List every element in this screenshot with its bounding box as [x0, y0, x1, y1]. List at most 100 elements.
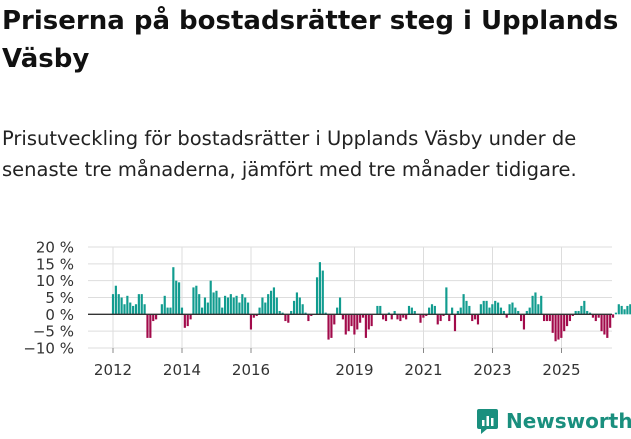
bar — [485, 300, 488, 315]
bar — [275, 297, 278, 315]
bar — [235, 295, 238, 315]
y-tick-label: 5 % — [45, 289, 74, 307]
bar — [149, 314, 152, 338]
bar — [146, 314, 149, 338]
bar — [195, 285, 198, 315]
bar — [218, 297, 221, 315]
bar — [511, 302, 514, 315]
bar — [451, 307, 454, 315]
bar — [588, 312, 592, 315]
bar — [531, 295, 534, 315]
bar — [425, 314, 428, 317]
bar — [267, 294, 270, 315]
x-tick-label: 2012 — [94, 361, 132, 379]
y-axis-labels: 20 %15 %10 %5 %0 %−5 %−10 % — [23, 239, 74, 358]
bar — [370, 314, 373, 327]
bar — [212, 292, 215, 315]
x-tick-label: 2014 — [163, 361, 201, 379]
bar — [298, 297, 301, 315]
bar — [315, 277, 319, 315]
x-tick-label: 2019 — [335, 361, 373, 379]
bar — [333, 314, 336, 325]
bar — [160, 304, 163, 315]
bar — [134, 304, 138, 315]
bar — [623, 309, 626, 315]
bar — [180, 307, 184, 315]
bar — [528, 307, 531, 315]
bar — [548, 314, 551, 322]
bar — [580, 305, 583, 315]
bar — [376, 305, 379, 315]
bar — [229, 294, 232, 315]
y-tick-label: −10 % — [23, 340, 74, 358]
bar — [545, 314, 549, 322]
bar — [525, 310, 528, 315]
bar — [169, 307, 172, 315]
bar — [287, 314, 290, 323]
bar — [126, 295, 129, 315]
bar — [591, 314, 595, 318]
x-tick-label: 2025 — [542, 361, 580, 379]
bar — [246, 302, 250, 315]
bar — [560, 314, 563, 338]
bar — [175, 280, 178, 315]
bar — [120, 297, 123, 315]
bar — [166, 307, 169, 315]
y-tick-label: 15 % — [36, 255, 74, 273]
bar — [399, 314, 402, 322]
bar — [502, 310, 505, 315]
bar — [430, 304, 434, 315]
bar — [163, 295, 166, 315]
bar — [137, 294, 140, 315]
bar — [382, 314, 385, 320]
bar — [402, 314, 405, 318]
bar — [203, 297, 207, 315]
bar — [206, 302, 209, 315]
bar — [462, 294, 465, 315]
bar — [140, 294, 143, 315]
bar — [258, 307, 261, 315]
bar — [442, 314, 445, 317]
newsworthy-brand: Newsworthy — [476, 406, 631, 436]
bar — [318, 262, 321, 315]
bar — [117, 294, 120, 315]
bar — [534, 292, 537, 315]
bar — [338, 297, 342, 315]
bar — [272, 287, 276, 315]
bar — [453, 314, 457, 332]
bar — [445, 287, 448, 315]
bar — [611, 314, 615, 318]
y-tick-label: −5 % — [33, 323, 74, 341]
y-tick-label: 0 % — [45, 306, 74, 324]
bar — [540, 295, 543, 315]
bar — [155, 314, 158, 320]
bar — [586, 310, 589, 315]
bar — [223, 295, 227, 315]
bar — [152, 314, 155, 322]
bar — [330, 314, 333, 338]
bar — [278, 310, 281, 315]
bar — [241, 294, 244, 315]
bar — [609, 314, 612, 328]
bar — [123, 304, 126, 315]
bar — [479, 304, 482, 315]
x-axis-labels: 2012 2014 2016 2019 2021 2023 2025 — [94, 348, 581, 379]
bar — [201, 307, 204, 315]
bar — [606, 314, 609, 338]
bar — [336, 307, 339, 315]
y-tick-label: 20 % — [36, 239, 74, 257]
bar — [497, 302, 500, 315]
bar — [459, 307, 462, 315]
bar — [232, 297, 235, 315]
bar — [551, 314, 554, 333]
bar — [614, 312, 618, 315]
bar-series — [111, 262, 631, 342]
bar — [264, 302, 267, 315]
bar — [494, 300, 497, 315]
bar — [292, 300, 296, 315]
bar — [405, 314, 408, 320]
bar — [482, 300, 485, 315]
bar — [183, 314, 186, 328]
bar — [186, 314, 189, 327]
bar — [554, 314, 557, 342]
